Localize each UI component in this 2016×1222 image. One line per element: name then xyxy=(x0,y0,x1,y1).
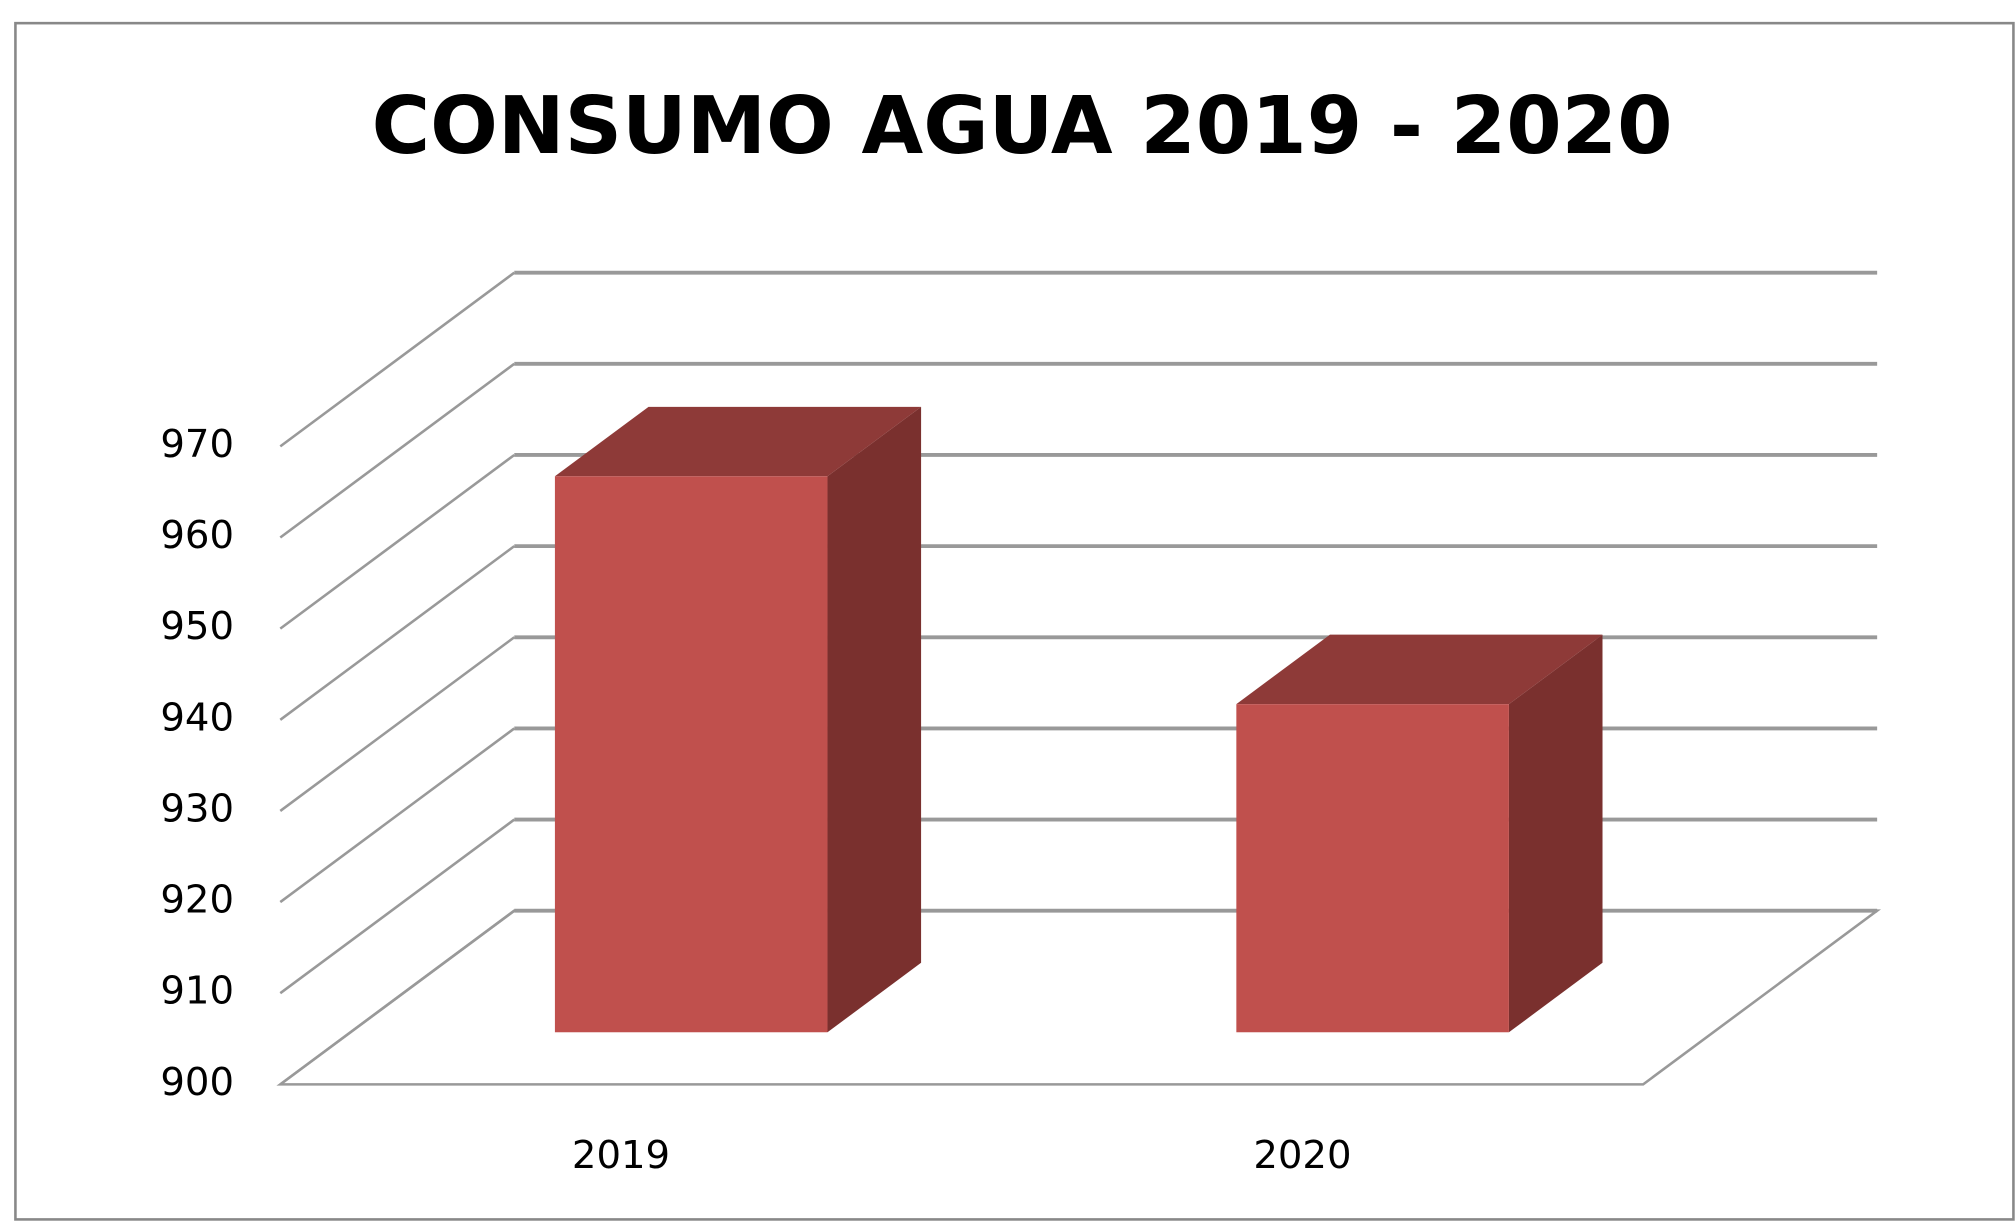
grid-line xyxy=(279,909,516,1086)
y-tick-label: 910 xyxy=(160,969,234,1014)
chart-frame xyxy=(14,21,2015,1221)
y-tick-label: 960 xyxy=(160,513,234,558)
bar xyxy=(1236,704,1509,1033)
bar-side xyxy=(1508,634,1603,1033)
chart-title: CONSUMO AGUA 2019 - 2020 xyxy=(372,79,1673,172)
y-tick-label: 950 xyxy=(160,604,234,649)
grid-line xyxy=(279,362,516,539)
bar xyxy=(554,476,828,1033)
y-tick-label: 940 xyxy=(160,695,234,740)
y-tick-label: 970 xyxy=(160,422,234,467)
grid-line xyxy=(279,545,516,721)
y-tick-label: 920 xyxy=(160,878,234,923)
x-tick-label: 2020 xyxy=(1253,1133,1351,1178)
bar-top xyxy=(554,406,922,477)
grid-line xyxy=(279,453,516,630)
grid-line xyxy=(279,727,516,904)
bar-side xyxy=(827,406,922,1033)
grid-line xyxy=(279,636,516,812)
y-tick-label: 900 xyxy=(160,1060,234,1105)
bar-top xyxy=(1236,634,1603,705)
grid-line xyxy=(279,271,516,448)
y-tick-label: 930 xyxy=(160,786,234,831)
grid-line xyxy=(279,818,516,995)
x-tick-label: 2019 xyxy=(572,1133,670,1178)
